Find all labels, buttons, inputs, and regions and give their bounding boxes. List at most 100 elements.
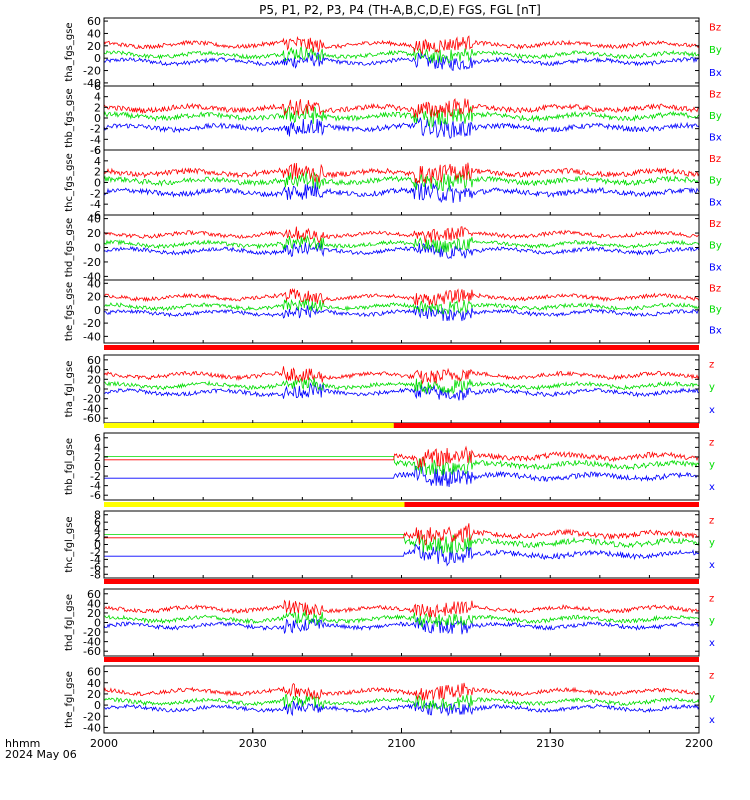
legend-entry: Bz xyxy=(709,90,721,101)
status-bar-segment xyxy=(104,345,699,350)
series-line-x xyxy=(103,382,700,401)
y-tick-label: -20 xyxy=(83,65,101,78)
legend-entry: z xyxy=(709,515,714,526)
y-tick-label: -40 xyxy=(83,270,101,283)
legend-entry: Bz xyxy=(709,284,721,295)
legend-entry: y xyxy=(709,538,715,549)
y-tick-label: -6 xyxy=(90,144,101,157)
x-tick-label: 2130 xyxy=(536,737,564,750)
legend-entry: y xyxy=(709,693,715,704)
status-bar-segment xyxy=(104,502,405,507)
y-axis-label: thc_fgl_gse xyxy=(64,516,75,572)
y-tick-label: -6 xyxy=(90,489,101,502)
series-line-y xyxy=(104,533,700,554)
y-tick-label: 0 xyxy=(94,383,101,396)
y-axis-label: thc_fgs_gse xyxy=(64,153,75,212)
y-tick-label: 60 xyxy=(87,666,101,679)
series-line-z xyxy=(103,35,700,55)
series-line-x xyxy=(103,305,699,322)
series-line-x xyxy=(103,51,700,72)
y-tick-label: -4 xyxy=(90,198,101,211)
y-tick-label: -4 xyxy=(90,133,101,146)
y-tick-label: 6 xyxy=(94,144,101,157)
y-tick-label: 6 xyxy=(94,432,101,445)
legend-entry: By xyxy=(709,176,722,187)
y-axis-label: thb_fgs_gse xyxy=(64,88,75,147)
status-bar-segment xyxy=(104,423,394,428)
y-tick-label: 40 xyxy=(87,277,101,290)
y-tick-label: 20 xyxy=(87,40,101,53)
y-tick-label: 0 xyxy=(94,52,101,65)
y-tick-label: -20 xyxy=(83,393,101,406)
series-line-z xyxy=(104,523,700,546)
y-tick-label: 40 xyxy=(87,213,101,226)
panel-frame xyxy=(103,149,700,216)
y-tick-label: -40 xyxy=(83,721,101,734)
y-tick-label: 2 xyxy=(94,166,101,179)
y-tick-label: -4 xyxy=(90,553,101,566)
y-tick-label: -40 xyxy=(83,636,101,649)
series-line-z xyxy=(103,162,700,185)
legend-entry: Bx xyxy=(709,197,722,208)
y-axis-label: thd_fgl_gse xyxy=(64,594,75,651)
y-tick-label: 20 xyxy=(87,688,101,701)
legend-entry: Bx xyxy=(709,326,722,337)
y-axis-label: the_fgs_gse xyxy=(64,282,75,341)
series-line-y xyxy=(103,234,700,253)
y-tick-label: 0 xyxy=(94,304,101,317)
x-axis: 2000 2030 2100 2130 2200 xyxy=(90,83,713,750)
y-axis-label: thd_fgs_gse xyxy=(64,218,75,277)
legend-entry: x xyxy=(709,638,715,649)
time-format-label: hhmm xyxy=(5,737,40,750)
legend-entry: Bx xyxy=(709,262,722,273)
y-tick-label: -40 xyxy=(83,402,101,415)
legend-entry: Bz xyxy=(709,219,721,230)
y-tick-label: 40 xyxy=(87,677,101,690)
y-tick-label: 6 xyxy=(94,516,101,529)
series-line-x xyxy=(104,465,700,488)
y-tick-label: -20 xyxy=(83,626,101,639)
x-tick-label: 2100 xyxy=(388,737,416,750)
y-tick-label: 40 xyxy=(87,27,101,40)
series-line-x xyxy=(103,181,700,203)
x-tick-label: 2030 xyxy=(239,737,267,750)
legend-entry: y xyxy=(709,382,715,393)
panel-frame xyxy=(103,214,700,281)
y-tick-label: 4 xyxy=(94,524,101,537)
status-bar-segment xyxy=(104,579,699,584)
series-line-z xyxy=(103,226,700,244)
series-line-z xyxy=(104,445,700,469)
series-line-x xyxy=(103,700,700,717)
y-axis-label: thb_fgl_gse xyxy=(64,438,75,495)
y-tick-label: 0 xyxy=(94,112,101,125)
series-line-y xyxy=(103,610,700,628)
series-line-y xyxy=(104,454,700,476)
legend-entry: z xyxy=(709,593,714,604)
y-tick-label: -60 xyxy=(83,412,101,425)
y-tick-label: -6 xyxy=(90,209,101,222)
y-tick-label: -20 xyxy=(83,317,101,330)
y-tick-label: -2 xyxy=(90,546,101,559)
y-tick-label: 0 xyxy=(94,617,101,630)
y-tick-label: 60 xyxy=(87,15,101,28)
legend-entry: z xyxy=(709,359,714,370)
status-bar-segment xyxy=(104,657,699,662)
y-tick-label: -2 xyxy=(90,187,101,200)
legend-entry: y xyxy=(709,616,715,627)
y-tick-label: 4 xyxy=(94,91,101,104)
panel-frame xyxy=(103,510,700,579)
y-tick-label: 60 xyxy=(87,354,101,367)
panel-frame xyxy=(103,432,700,501)
legend-entry: Bz xyxy=(709,22,721,33)
legend-entry: Bx xyxy=(709,68,722,79)
series-line-x xyxy=(103,242,700,260)
date-label: 2024 May 06 xyxy=(5,748,77,761)
